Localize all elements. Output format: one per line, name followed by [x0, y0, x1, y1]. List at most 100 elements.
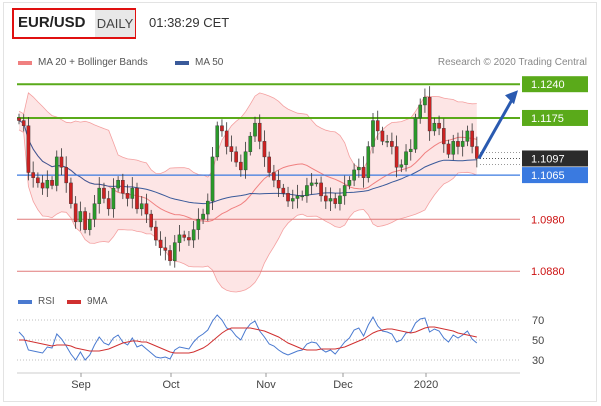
ma50-line — [18, 120, 477, 205]
candle-body — [272, 172, 276, 181]
level-label-1.0880: 1.0880 — [531, 266, 565, 278]
candle-body — [234, 151, 238, 163]
candle-body — [465, 130, 470, 142]
candle-body — [163, 247, 168, 251]
candle-body — [229, 146, 234, 152]
candle-body — [475, 146, 479, 159]
candle-body — [319, 182, 323, 197]
x-tick-label-2020: 2020 — [414, 379, 438, 391]
candle-body — [17, 117, 21, 121]
candle-body — [116, 180, 120, 189]
candle-body — [375, 120, 380, 132]
candle-body — [92, 203, 97, 220]
candle-body — [361, 167, 366, 178]
candle-body — [446, 143, 451, 155]
x-tick-label-Dec: Dec — [333, 379, 353, 391]
candle-body — [342, 185, 347, 197]
candle-body — [59, 156, 64, 168]
candle-body — [239, 161, 243, 171]
candle-body — [130, 187, 135, 199]
rsi-tick-30: 30 — [532, 355, 544, 367]
candle-body — [418, 104, 423, 119]
ma20-swatch — [18, 60, 32, 65]
forecast-arrow-line — [477, 95, 516, 160]
candle-body — [253, 122, 257, 137]
candle-body — [442, 128, 446, 145]
ma50-swatch — [175, 60, 189, 65]
level-label-1.1175: 1.1175 — [531, 113, 564, 125]
candle-body — [432, 122, 437, 132]
level-tag-1.1175 — [522, 109, 588, 126]
candle-body — [21, 120, 26, 126]
rsi-ma-line — [19, 326, 477, 354]
ma20-label: MA 20 + Bollinger Bands — [38, 57, 148, 68]
candle-body — [243, 151, 248, 171]
time-label: 01:38:29 CET — [149, 15, 230, 30]
candle-body — [328, 198, 333, 202]
candle-body — [205, 200, 210, 215]
candle-body — [121, 180, 125, 194]
candle-body — [182, 234, 187, 238]
candle-body — [102, 187, 106, 199]
candle-body — [262, 141, 267, 158]
x-tick-label-Nov: Nov — [256, 379, 276, 391]
ma50-label: MA 50 — [195, 57, 224, 68]
candle-body — [201, 213, 205, 220]
candle-body — [423, 96, 427, 106]
candle-body — [40, 182, 45, 189]
candle-body — [177, 234, 182, 243]
candle-body — [390, 141, 394, 147]
candle-body — [276, 180, 281, 189]
candle-body — [144, 203, 149, 215]
rsi-swatch — [18, 299, 32, 304]
candle-body — [399, 164, 404, 168]
candle-body — [139, 203, 144, 210]
level-label-1.1240: 1.1240 — [531, 79, 565, 91]
chart-frame — [3, 2, 597, 402]
candle-body — [191, 229, 196, 241]
candle-body — [135, 187, 139, 210]
candle-body — [267, 156, 271, 173]
ma9-swatch — [67, 299, 81, 304]
x-tick-label-Oct: Oct — [162, 379, 179, 391]
bollinger-upper-line — [18, 92, 477, 178]
candle-body — [187, 237, 191, 241]
candle-body — [333, 198, 338, 204]
current-price-label: 1.1097 — [531, 153, 565, 165]
candle-body — [408, 148, 413, 152]
candle-body — [437, 122, 441, 129]
candle-body — [158, 239, 163, 249]
candle-body — [87, 219, 92, 230]
candle-body — [366, 146, 371, 178]
candle-body — [338, 195, 342, 204]
candle-body — [281, 187, 286, 194]
candle-body — [257, 122, 262, 142]
level-label-1.1065: 1.1065 — [531, 170, 565, 182]
candle-body — [300, 195, 305, 198]
candle-body — [286, 193, 290, 202]
candle-body — [385, 141, 389, 143]
rsi-tick-70: 70 — [532, 315, 544, 327]
ma9-label: 9MA — [87, 296, 108, 307]
rsi-tick-50: 50 — [532, 335, 544, 347]
candle-body — [324, 195, 328, 202]
current-price-tag — [522, 150, 588, 167]
bollinger-band — [19, 92, 477, 293]
candle-body — [248, 135, 253, 152]
candle-body — [83, 211, 87, 230]
legend-ma20: MA 20 + Bollinger Bands — [18, 57, 148, 68]
candle-body — [106, 198, 111, 210]
candle-body — [97, 187, 102, 204]
legend-rsi: RSI — [18, 296, 55, 307]
legend-9ma: 9MA — [67, 296, 108, 307]
candle-body — [149, 213, 153, 228]
period-selector[interactable]: DAILY — [95, 10, 135, 37]
candle-body — [111, 187, 116, 210]
candle-body — [31, 172, 35, 178]
candle-body — [290, 198, 295, 202]
candle-body — [45, 180, 50, 189]
candle-body — [451, 141, 456, 155]
candle-body — [26, 125, 31, 173]
candle-body — [394, 146, 399, 168]
candle-body — [371, 120, 375, 147]
